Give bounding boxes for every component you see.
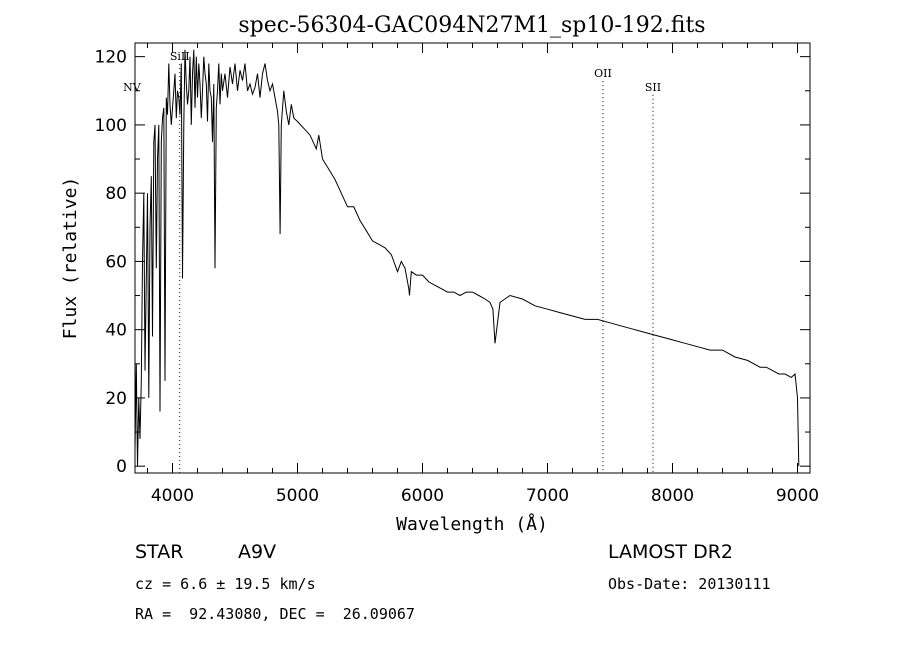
y-tick-label: 100 <box>95 116 127 136</box>
x-axis-label: Wavelength (Å) <box>396 513 548 535</box>
y-axis-label: Flux (relative) <box>60 177 81 340</box>
emission-line-markers: NV SiII OII SII <box>123 50 661 473</box>
y-tick-label: 40 <box>105 321 127 341</box>
marker-label: SII <box>645 81 661 94</box>
y-tick-label: 0 <box>116 457 127 477</box>
spectrum-line <box>134 49 800 467</box>
axis-ticks: 4000 5000 6000 7000 8000 9000 0 20 40 60 80 100 120 <box>95 43 819 506</box>
survey-name: LAMOST DR2 <box>608 541 733 563</box>
x-tick-label: 6000 <box>401 486 444 506</box>
marker-label: SiII <box>170 50 190 63</box>
x-tick-label: 8000 <box>651 486 694 506</box>
x-tick-label: 9000 <box>776 486 819 506</box>
marker-label: OII <box>594 67 612 80</box>
x-tick-label: 4000 <box>151 486 194 506</box>
marker-label: NV <box>123 81 142 94</box>
y-tick-label: 60 <box>105 252 127 272</box>
object-class: STAR <box>135 541 184 563</box>
y-tick-label: 20 <box>105 389 127 409</box>
x-tick-label: 7000 <box>526 486 569 506</box>
plot-frame <box>134 42 811 474</box>
y-tick-label: 120 <box>95 48 127 68</box>
y-tick-label: 80 <box>105 184 127 204</box>
observation-date: Obs-Date: 20130111 <box>608 575 771 593</box>
chart-title: spec-56304-GAC094N27M1_sp10-192.fits <box>238 13 705 38</box>
redshift-text: cz = 6.6 ± 19.5 km/s <box>135 575 316 593</box>
spectral-subclass: A9V <box>238 541 277 563</box>
coordinates-text: RA = 92.43080, DEC = 26.09067 <box>135 605 415 623</box>
x-tick-label: 5000 <box>276 486 319 506</box>
